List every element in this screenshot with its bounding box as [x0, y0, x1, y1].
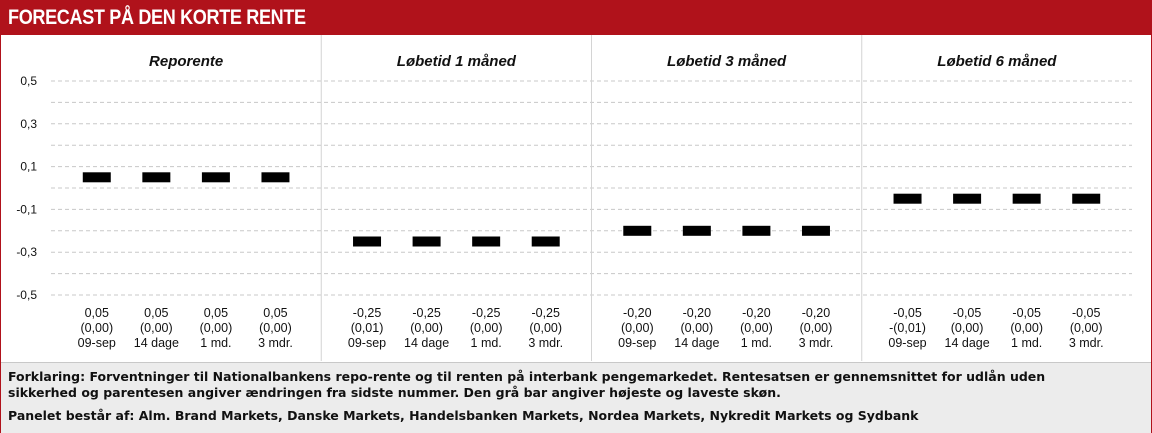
category-label: 3 mdr. [528, 336, 563, 350]
footer-explanation: Forklaring: Forventninger til Nationalba… [8, 369, 1046, 400]
value-label: 0,05 [263, 306, 287, 320]
forecast-marker [353, 236, 382, 247]
change-label: (0,00) [951, 321, 984, 335]
forecast-marker [801, 225, 830, 236]
forecast-marker [682, 225, 711, 236]
change-label: (0,00) [800, 321, 833, 335]
panel-title: Reporente [149, 53, 223, 70]
forecast-marker [261, 172, 290, 183]
category-label: 09-sep [618, 336, 656, 350]
panel-title: Løbetid 1 måned [397, 53, 517, 70]
footer-notes: Forklaring: Forventninger til Nationalba… [1, 362, 1151, 433]
value-label: -0,25 [353, 306, 382, 320]
category-label: 09-sep [888, 336, 926, 350]
forecast-marker [742, 225, 771, 236]
value-label: -0,05 [893, 306, 922, 320]
forecast-marker [472, 236, 501, 247]
value-label: -0,25 [472, 306, 501, 320]
category-label: 1 md. [200, 336, 231, 350]
forecast-marker [1012, 193, 1041, 204]
y-tick-label: -0,3 [16, 245, 37, 259]
change-label: (0,01) [351, 321, 384, 335]
forecast-marker [953, 193, 982, 204]
change-label: (0,00) [740, 321, 773, 335]
category-label: 14 dage [134, 336, 179, 350]
category-label: 3 mdr. [258, 336, 293, 350]
y-tick-label: 0,3 [20, 117, 37, 131]
change-label: (0,00) [1070, 321, 1103, 335]
y-tick-label: 0,1 [20, 160, 37, 174]
value-label: -0,25 [412, 306, 441, 320]
category-label: 14 dage [674, 336, 719, 350]
change-label: (0,00) [621, 321, 654, 335]
forecast-marker [82, 172, 111, 183]
value-label: 0,05 [144, 306, 168, 320]
value-label: -0,05 [953, 306, 982, 320]
change-label: (0,00) [200, 321, 233, 335]
change-label: (0,00) [410, 321, 443, 335]
value-label: -0,25 [531, 306, 560, 320]
value-label: -0,20 [742, 306, 771, 320]
y-tick-label: -0,1 [16, 202, 37, 216]
value-label: -0,20 [683, 306, 712, 320]
forecast-marker [1072, 193, 1101, 204]
forecast-marker [893, 193, 922, 204]
change-label: (0,00) [140, 321, 173, 335]
forecast-marker [412, 236, 441, 247]
category-label: 1 md. [741, 336, 772, 350]
forecast-marker [201, 172, 230, 183]
panel-title: Løbetid 6 måned [937, 53, 1057, 70]
chart-title: FORECAST PÅ DEN KORTE RENTE [8, 6, 306, 29]
category-label: 1 md. [1011, 336, 1042, 350]
y-tick-label: 0,5 [20, 74, 37, 88]
header-bar: FORECAST PÅ DEN KORTE RENTE [1, 1, 1151, 35]
panel-title: Løbetid 3 måned [667, 53, 787, 70]
value-label: -0,05 [1012, 306, 1041, 320]
forecast-chart: 0,50,30,1-0,1-0,3-0,5Reporente0,05(0,00)… [16, 35, 1132, 361]
category-label: 1 md. [471, 336, 502, 350]
forecast-marker [142, 172, 171, 183]
change-label: (0,00) [1010, 321, 1043, 335]
change-label: (0,00) [80, 321, 113, 335]
category-label: 14 dage [404, 336, 449, 350]
category-label: 09-sep [348, 336, 386, 350]
footer-panel-members: Panelet består af: Alm. Brand Markets, D… [8, 408, 919, 423]
category-label: 3 mdr. [799, 336, 834, 350]
category-label: 09-sep [78, 336, 116, 350]
value-label: 0,05 [85, 306, 109, 320]
forecast-marker [531, 236, 560, 247]
forecast-marker [623, 225, 652, 236]
change-label: (0,00) [529, 321, 562, 335]
change-label: (0,00) [259, 321, 292, 335]
category-label: 3 mdr. [1069, 336, 1104, 350]
y-tick-label: -0,5 [16, 288, 37, 302]
change-label: (0,00) [681, 321, 714, 335]
change-label: (0,00) [470, 321, 503, 335]
category-label: 14 dage [945, 336, 990, 350]
value-label: -0,20 [623, 306, 652, 320]
value-label: -0,05 [1072, 306, 1101, 320]
value-label: -0,20 [802, 306, 831, 320]
change-label: -(0,01) [889, 321, 926, 335]
value-label: 0,05 [204, 306, 228, 320]
